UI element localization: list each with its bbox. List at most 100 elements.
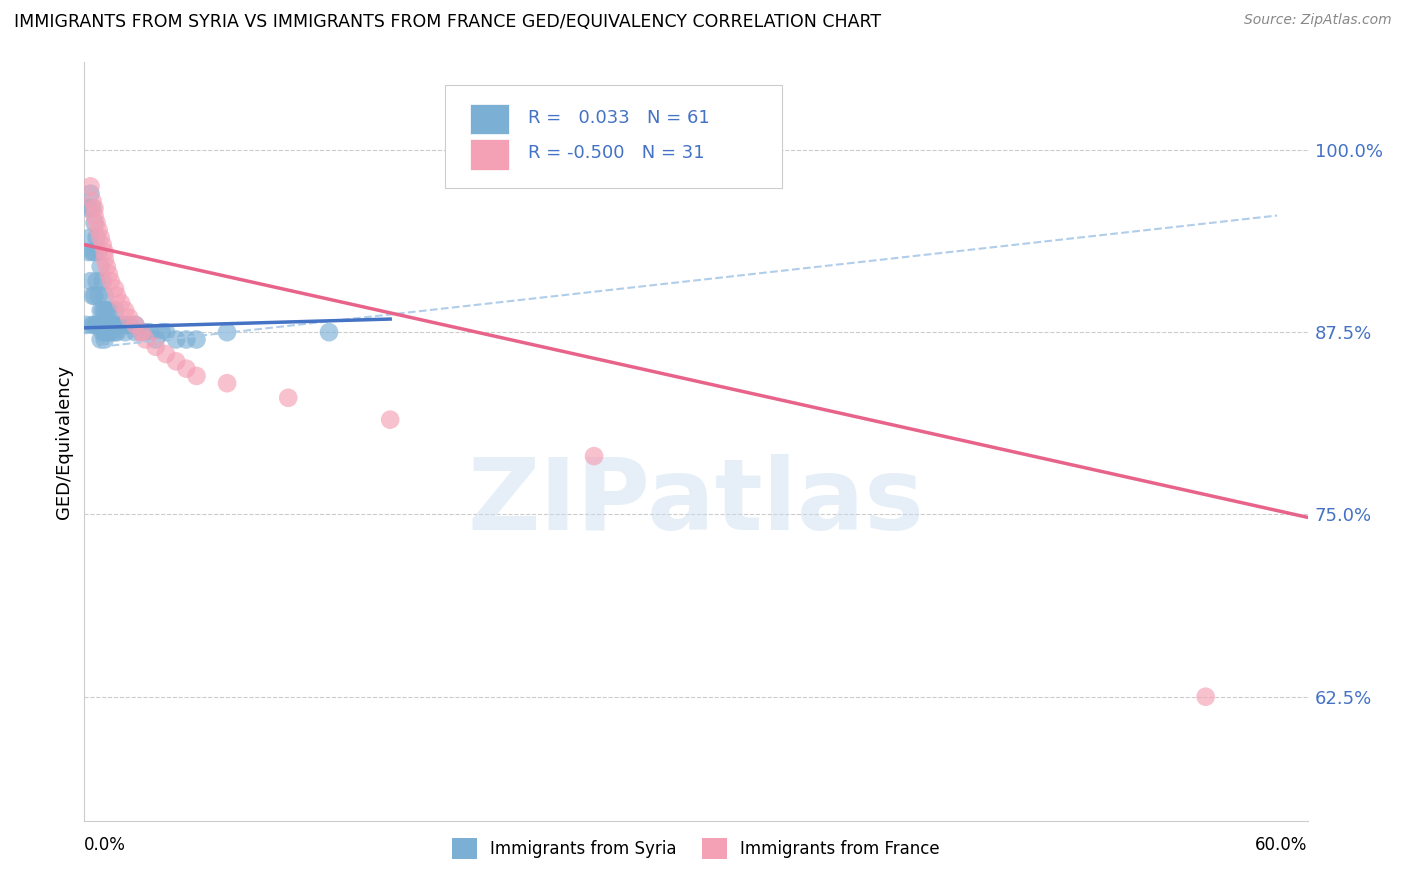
Point	[155, 347, 177, 361]
Point	[583, 449, 606, 463]
Point	[135, 325, 157, 339]
Point	[110, 318, 132, 332]
Point	[318, 325, 340, 339]
Point	[83, 244, 105, 259]
Point	[83, 289, 105, 303]
Point	[217, 376, 239, 391]
Point	[86, 230, 108, 244]
Point	[145, 333, 167, 347]
Point	[79, 230, 101, 244]
Point	[82, 289, 104, 303]
Point	[96, 260, 118, 274]
Point	[174, 333, 197, 347]
Point	[91, 274, 114, 288]
Point	[93, 318, 115, 332]
Point	[277, 391, 299, 405]
Point	[93, 303, 115, 318]
Point	[104, 281, 127, 295]
Point	[131, 325, 153, 339]
Point	[114, 325, 136, 339]
Point	[87, 318, 110, 332]
Point	[82, 194, 104, 208]
Point	[90, 303, 112, 318]
Point	[93, 289, 115, 303]
Point	[118, 318, 141, 332]
Point	[150, 325, 173, 339]
Point	[91, 318, 114, 332]
Text: IMMIGRANTS FROM SYRIA VS IMMIGRANTS FROM FRANCE GED/EQUIVALENCY CORRELATION CHAR: IMMIGRANTS FROM SYRIA VS IMMIGRANTS FROM…	[14, 13, 882, 31]
Point	[118, 310, 141, 325]
Point	[138, 325, 160, 339]
Y-axis label: GED/Equivalency: GED/Equivalency	[55, 365, 73, 518]
Text: ZIPatlas: ZIPatlas	[468, 454, 924, 550]
Point	[82, 318, 104, 332]
Point	[100, 325, 122, 339]
Point	[83, 201, 105, 215]
Point	[165, 333, 187, 347]
Point	[1195, 690, 1218, 704]
FancyBboxPatch shape	[446, 85, 782, 187]
FancyBboxPatch shape	[470, 103, 509, 135]
Point	[86, 318, 108, 332]
Point	[155, 325, 177, 339]
Point	[186, 368, 208, 383]
Point	[93, 333, 115, 347]
Point	[79, 186, 101, 201]
Point	[83, 318, 105, 332]
Point	[79, 179, 101, 194]
Point	[110, 296, 132, 310]
Point	[165, 354, 187, 368]
Point	[91, 325, 114, 339]
Point	[93, 252, 115, 267]
Text: 0.0%: 0.0%	[84, 836, 127, 854]
Text: 60.0%: 60.0%	[1256, 836, 1308, 854]
Point	[97, 267, 120, 281]
Point	[86, 216, 108, 230]
Point	[174, 361, 197, 376]
Point	[77, 201, 100, 215]
Point	[100, 318, 122, 332]
Point	[83, 216, 105, 230]
Point	[93, 325, 115, 339]
Point	[91, 237, 114, 252]
Point	[105, 289, 128, 303]
Point	[93, 244, 115, 259]
Point	[87, 223, 110, 237]
Point	[105, 318, 128, 332]
Point	[131, 325, 153, 339]
Point	[96, 303, 118, 318]
Point	[380, 412, 402, 426]
Point	[90, 260, 112, 274]
Point	[104, 318, 127, 332]
Point	[104, 325, 127, 339]
Point	[82, 201, 104, 215]
Point	[100, 274, 122, 288]
Point	[186, 333, 208, 347]
FancyBboxPatch shape	[470, 139, 509, 170]
Point	[105, 325, 128, 339]
Point	[79, 274, 101, 288]
Point	[97, 303, 120, 318]
Point	[217, 325, 239, 339]
Point	[124, 318, 146, 332]
Point	[124, 325, 146, 339]
Point	[114, 303, 136, 318]
Point	[135, 333, 157, 347]
Point	[91, 303, 114, 318]
Text: Source: ZipAtlas.com: Source: ZipAtlas.com	[1244, 13, 1392, 28]
Point	[104, 303, 127, 318]
Point	[101, 318, 124, 332]
Point	[90, 333, 112, 347]
Text: R = -0.500   N = 31: R = -0.500 N = 31	[529, 145, 704, 162]
Point	[145, 340, 167, 354]
Point	[114, 318, 136, 332]
Point	[87, 289, 110, 303]
Point	[124, 318, 146, 332]
Point	[77, 244, 100, 259]
Point	[86, 274, 108, 288]
Point	[82, 244, 104, 259]
Legend: Immigrants from Syria, Immigrants from France: Immigrants from Syria, Immigrants from F…	[446, 831, 946, 865]
Point	[97, 325, 120, 339]
Point	[90, 230, 112, 244]
Text: R =   0.033   N = 61: R = 0.033 N = 61	[529, 109, 710, 127]
